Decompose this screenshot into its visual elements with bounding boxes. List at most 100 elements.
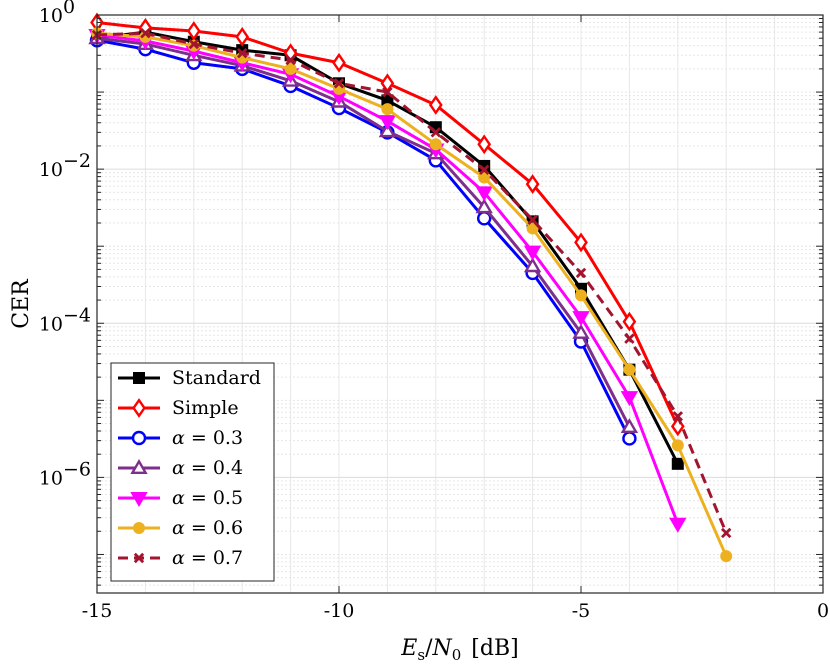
legend-entry: α = 0.7 bbox=[118, 547, 243, 569]
marker-square bbox=[132, 372, 145, 385]
marker-x bbox=[188, 38, 199, 50]
marker-diamond bbox=[332, 52, 346, 73]
marker-x-stroke bbox=[672, 411, 683, 422]
marker-x bbox=[575, 267, 587, 279]
marker-circle bbox=[671, 439, 684, 452]
y-tick-label-exponent: −4 bbox=[63, 304, 91, 326]
x-axis-var2-sub: 0 bbox=[452, 646, 462, 664]
x-axis-var-main: E bbox=[400, 636, 417, 661]
marker-x-stroke bbox=[382, 86, 393, 98]
legend-entry: Simple bbox=[118, 397, 239, 419]
marker-x bbox=[133, 552, 145, 564]
marker-x bbox=[333, 78, 345, 89]
plot-frame bbox=[96, 14, 824, 594]
marker-diamond bbox=[235, 26, 250, 47]
marker-triangle-up bbox=[572, 323, 590, 339]
legend-label: α = 0.7 bbox=[172, 547, 243, 569]
series-line bbox=[96, 31, 728, 534]
marker-circle bbox=[132, 522, 145, 535]
marker-circle bbox=[131, 430, 147, 446]
legend-label: Simple bbox=[172, 397, 239, 419]
marker-triangle-up bbox=[620, 418, 639, 434]
tick-marks bbox=[96, 15, 824, 593]
marker-x bbox=[672, 411, 683, 422]
marker-x-stroke bbox=[133, 552, 145, 564]
x-axis-title: Es/N0 [dB] bbox=[400, 636, 518, 664]
marker-circle bbox=[622, 431, 637, 446]
x-axis-sep: / bbox=[425, 636, 433, 661]
legend-entry: α = 0.5 bbox=[118, 487, 243, 509]
marker-x-stroke bbox=[624, 333, 635, 344]
y-tick-label-exponent: −6 bbox=[63, 458, 91, 480]
legend-entry: α = 0.4 bbox=[118, 457, 243, 479]
marker-diamond bbox=[132, 398, 146, 418]
marker-circle bbox=[720, 550, 733, 563]
marker-triangle-up bbox=[475, 198, 493, 214]
marker-triangle-down bbox=[669, 517, 687, 533]
marker-x bbox=[721, 527, 732, 539]
series-line bbox=[96, 31, 728, 557]
marker-triangle-down bbox=[620, 391, 639, 407]
marker-x-stroke bbox=[188, 38, 199, 50]
marker-triangle-down bbox=[572, 311, 590, 327]
marker-x bbox=[430, 127, 441, 138]
marker-x-stroke bbox=[237, 47, 248, 59]
legend: Standard Simple α = 0.3 α = 0.4 α = 0.5 α = 0… bbox=[110, 362, 275, 582]
marker-diamond bbox=[477, 134, 492, 155]
marker-triangle-down bbox=[378, 115, 397, 131]
marker-triangle-down bbox=[130, 492, 148, 507]
x-tick-labels: -15 -10 -5 0 bbox=[82, 600, 829, 622]
x-tick-label: 0 bbox=[817, 600, 829, 622]
x-tick-label: -15 bbox=[82, 600, 113, 622]
marker-x-stroke bbox=[333, 78, 345, 89]
y-tick-label-exponent: 0 bbox=[63, 0, 75, 18]
marker-x bbox=[382, 86, 393, 98]
marker-x bbox=[237, 47, 248, 59]
legend-label: α = 0.3 bbox=[172, 427, 243, 449]
marker-triangle-up bbox=[378, 122, 397, 138]
marker-x-stroke bbox=[140, 28, 151, 39]
x-axis-unit: [dB] bbox=[471, 636, 518, 661]
marker-x bbox=[527, 214, 538, 226]
series-Simple bbox=[90, 12, 685, 437]
marker-circle bbox=[575, 289, 588, 302]
legend-label: α = 0.6 bbox=[172, 517, 243, 539]
y-tick-label-exponent: −2 bbox=[63, 150, 91, 172]
marker-circle bbox=[478, 171, 491, 184]
marker-circle bbox=[284, 62, 297, 75]
legend-label: α = 0.5 bbox=[172, 487, 243, 509]
x-tick-label: -10 bbox=[324, 600, 355, 622]
marker-x bbox=[479, 164, 490, 175]
legend-label: Standard bbox=[172, 367, 261, 389]
series-line bbox=[96, 36, 631, 428]
marker-triangle-up bbox=[523, 257, 542, 273]
marker-x bbox=[285, 54, 296, 66]
y-tick-label: 10 bbox=[39, 313, 63, 335]
marker-triangle-up bbox=[130, 459, 148, 474]
legend-label: α = 0.4 bbox=[172, 457, 243, 479]
marker-x-stroke bbox=[721, 527, 732, 539]
x-axis-var2-main: N bbox=[431, 636, 452, 661]
marker-square bbox=[671, 457, 684, 470]
x-axis-var-sub: s bbox=[417, 646, 425, 664]
marker-triangle-down bbox=[523, 245, 542, 261]
marker-diamond bbox=[428, 95, 443, 115]
y-tick-label: 10 bbox=[39, 467, 63, 489]
y-axis-title: CER bbox=[9, 278, 34, 329]
marker-x-stroke bbox=[527, 214, 538, 226]
marker-diamond bbox=[186, 21, 201, 41]
legend-entry: α = 0.3 bbox=[118, 427, 243, 449]
marker-circle bbox=[381, 103, 394, 116]
marker-circle bbox=[526, 222, 539, 235]
marker-circle bbox=[429, 138, 442, 151]
legend-entry: Standard bbox=[118, 367, 261, 389]
marker-circle bbox=[623, 363, 636, 376]
marker-diamond bbox=[622, 311, 637, 332]
legend-entry: α = 0.6 bbox=[118, 517, 243, 539]
marker-triangle-down bbox=[475, 186, 493, 202]
marker-x bbox=[624, 333, 635, 344]
legend-entries: Standard Simple α = 0.3 α = 0.4 α = 0.5 α = 0… bbox=[118, 367, 261, 569]
marker-x-stroke bbox=[285, 54, 296, 66]
